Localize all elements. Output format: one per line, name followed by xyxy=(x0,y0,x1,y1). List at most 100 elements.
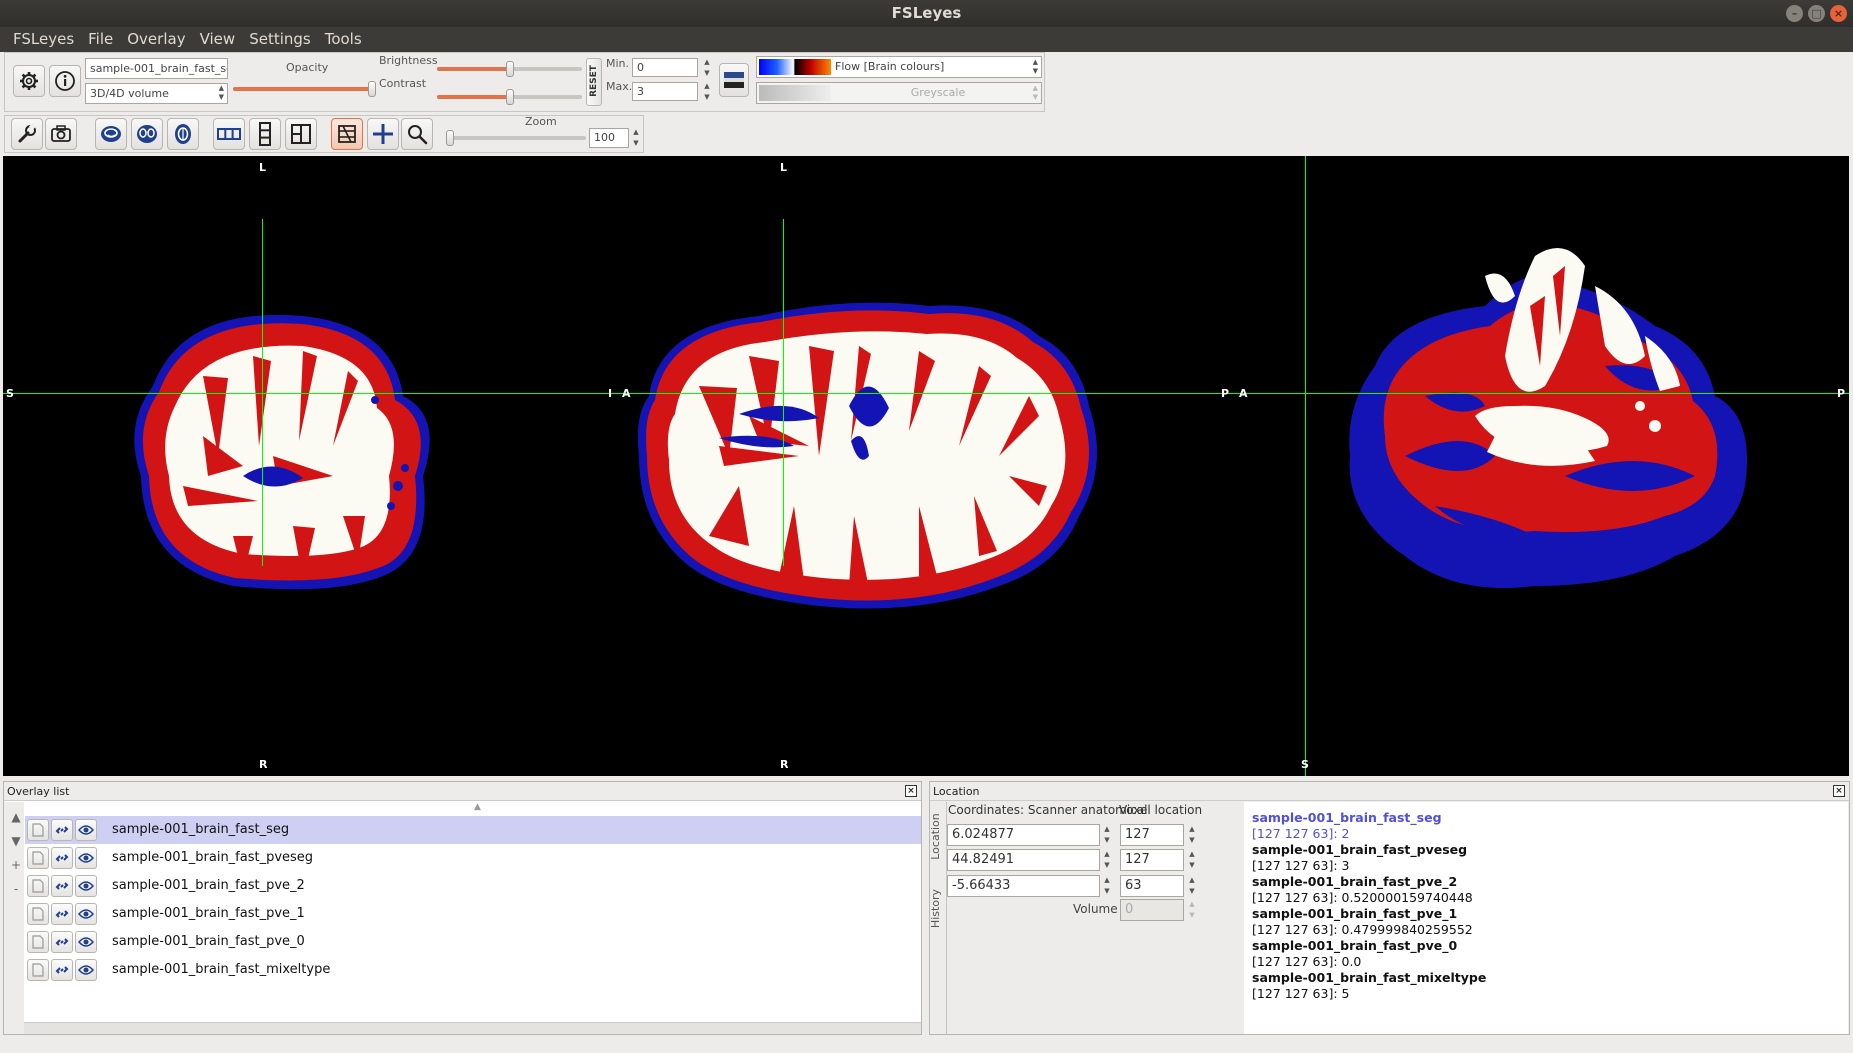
overlay-type-select[interactable]: 3D/4D volume ▲ ▼ xyxy=(85,83,228,104)
toggle-visibility-button[interactable] xyxy=(75,903,97,925)
min-value-field[interactable]: 0 xyxy=(632,58,698,77)
save-overlay-button[interactable] xyxy=(27,875,49,897)
toggle-cursor-button[interactable] xyxy=(367,118,399,150)
voxel-x-field[interactable]: 127 xyxy=(1120,824,1184,846)
world-y-spin[interactable]: ▲ ▼ xyxy=(1104,850,1110,869)
toggle-crosshair-labels-button[interactable] xyxy=(331,118,363,150)
coronal-canvas[interactable] xyxy=(619,156,1235,776)
scroll-up-arrow[interactable]: ▲ xyxy=(474,802,481,812)
add-overlay-button[interactable]: + xyxy=(10,858,22,872)
move-down-button[interactable]: ▼ xyxy=(11,834,21,848)
close-location-button[interactable]: × xyxy=(1833,785,1845,797)
horizontal-layout-button[interactable] xyxy=(213,118,245,150)
link-overlay-button[interactable] xyxy=(51,875,73,897)
toggle-visibility-button[interactable] xyxy=(75,819,97,841)
voxel-x-spin[interactable]: ▲ ▼ xyxy=(1189,825,1195,844)
overlay-list-scrollbar[interactable] xyxy=(24,1022,921,1034)
link-overlay-button[interactable] xyxy=(51,819,73,841)
close-overlay-list-button[interactable]: × xyxy=(905,785,917,797)
save-overlay-button[interactable] xyxy=(27,819,49,841)
contrast-slider-handle[interactable] xyxy=(505,89,514,105)
menu-overlay[interactable]: Overlay xyxy=(127,30,186,48)
world-z-field[interactable]: -5.66433 xyxy=(947,875,1100,897)
world-y-field[interactable]: 44.82491 xyxy=(947,849,1100,871)
overlay-row[interactable]: sample-001_brain_fast_mixeltype xyxy=(25,956,921,984)
close-window-button[interactable]: × xyxy=(1830,5,1847,22)
opacity-slider-handle[interactable] xyxy=(368,81,376,97)
overlay-row[interactable]: sample-001_brain_fast_pveseg xyxy=(25,844,921,872)
maximize-button[interactable]: □ xyxy=(1808,5,1825,22)
brightness-slider[interactable] xyxy=(437,61,582,77)
zoom-value-field[interactable]: 100 xyxy=(589,128,629,148)
tab-history[interactable]: History xyxy=(929,878,946,942)
info-overlay-value: [127 127 63]: 0.0 xyxy=(1252,954,1362,969)
toggle-coronal-button[interactable] xyxy=(131,118,163,150)
toggle-sagittal-button[interactable] xyxy=(95,118,127,150)
toggle-visibility-button[interactable] xyxy=(75,959,97,981)
voxel-y-spin[interactable]: ▲ ▼ xyxy=(1189,850,1195,869)
menu-tools[interactable]: Tools xyxy=(324,30,362,48)
zoom-spin-arrows[interactable]: ▲ ▼ xyxy=(633,128,639,147)
overlay-row[interactable]: sample-001_brain_fast_pve_2 xyxy=(25,872,921,900)
min-spin-arrows[interactable]: ▲ ▼ xyxy=(704,58,710,77)
sagittal-canvas[interactable] xyxy=(3,156,619,776)
move-up-button[interactable]: ▲ xyxy=(11,810,21,824)
save-overlay-button[interactable] xyxy=(27,903,49,925)
zoom-slider[interactable] xyxy=(446,130,586,146)
vertical-layout-button[interactable] xyxy=(249,118,281,150)
save-overlay-button[interactable] xyxy=(27,847,49,869)
minimize-button[interactable]: – xyxy=(1786,5,1803,22)
world-z-spin[interactable]: ▲ ▼ xyxy=(1104,876,1110,895)
brightness-slider-handle[interactable] xyxy=(505,61,514,77)
voxel-location-label: Voxel location xyxy=(1119,803,1203,817)
link-overlay-button[interactable] xyxy=(51,959,73,981)
menu-view[interactable]: View xyxy=(199,30,236,48)
reset-zoom-button[interactable] xyxy=(401,118,433,150)
brightness-label: Brightness xyxy=(379,54,438,67)
max-value-field[interactable]: 3 xyxy=(632,82,698,101)
contrast-slider[interactable] xyxy=(437,89,582,105)
max-spin-arrows[interactable]: ▲ ▼ xyxy=(704,82,710,101)
view-settings-button[interactable] xyxy=(11,118,43,150)
overlay-info-button[interactable] xyxy=(49,65,81,97)
menu-settings[interactable]: Settings xyxy=(249,30,311,48)
menu-file[interactable]: File xyxy=(88,30,114,48)
menu-fsleyes[interactable]: FSLeyes xyxy=(13,30,75,48)
negative-colormap-select[interactable]: Greyscale ▲ ▼ xyxy=(756,82,1042,104)
overlay-row[interactable]: sample-001_brain_fast_pve_1 xyxy=(25,900,921,928)
overlay-list-sidebar: ▲ ▼ + - xyxy=(4,802,24,1034)
opacity-slider[interactable] xyxy=(233,81,376,97)
voxel-y-field[interactable]: 127 xyxy=(1120,849,1184,871)
overlay-row[interactable]: sample-001_brain_fast_seg xyxy=(25,816,921,844)
reset-button[interactable]: RESET xyxy=(586,58,602,106)
overlay-row[interactable]: sample-001_brain_fast_pve_0 xyxy=(25,928,921,956)
save-overlay-button[interactable] xyxy=(27,931,49,953)
link-overlay-button[interactable] xyxy=(51,931,73,953)
world-x-field[interactable]: 6.024877 xyxy=(947,824,1100,846)
grid-layout-icon xyxy=(291,124,311,144)
grid-layout-button[interactable] xyxy=(285,118,317,150)
volume-spin[interactable]: ▲ ▼ xyxy=(1189,900,1195,919)
toggle-visibility-button[interactable] xyxy=(75,931,97,953)
link-overlay-button[interactable] xyxy=(51,903,73,925)
voxel-z-field[interactable]: 63 xyxy=(1120,875,1184,897)
toggle-axial-button[interactable] xyxy=(167,118,199,150)
volume-field[interactable]: 0 xyxy=(1120,899,1184,921)
toggle-visibility-button[interactable] xyxy=(75,847,97,869)
screenshot-button[interactable] xyxy=(45,118,77,150)
window-controls: – □ × xyxy=(1786,5,1847,22)
save-overlay-button[interactable] xyxy=(27,959,49,981)
invert-colormap-button[interactable] xyxy=(719,63,749,97)
remove-overlay-button[interactable]: - xyxy=(13,882,19,896)
world-x-spin[interactable]: ▲ ▼ xyxy=(1104,825,1110,844)
link-overlay-button[interactable] xyxy=(51,847,73,869)
colormap-select[interactable]: Flow [Brain colours] ▲ ▼ xyxy=(756,56,1042,78)
zoom-slider-handle[interactable] xyxy=(446,130,454,146)
toggle-visibility-button[interactable] xyxy=(75,875,97,897)
tab-location[interactable]: Location xyxy=(929,806,946,876)
ortho-viewer-canvas[interactable]: L R S I L R A P A P S xyxy=(3,156,1849,776)
axial-canvas[interactable] xyxy=(1235,156,1849,776)
overlay-name-field[interactable]: sample-001_brain_fast_seg xyxy=(85,58,228,79)
voxel-z-spin[interactable]: ▲ ▼ xyxy=(1189,876,1195,895)
display-settings-button[interactable] xyxy=(13,65,45,97)
